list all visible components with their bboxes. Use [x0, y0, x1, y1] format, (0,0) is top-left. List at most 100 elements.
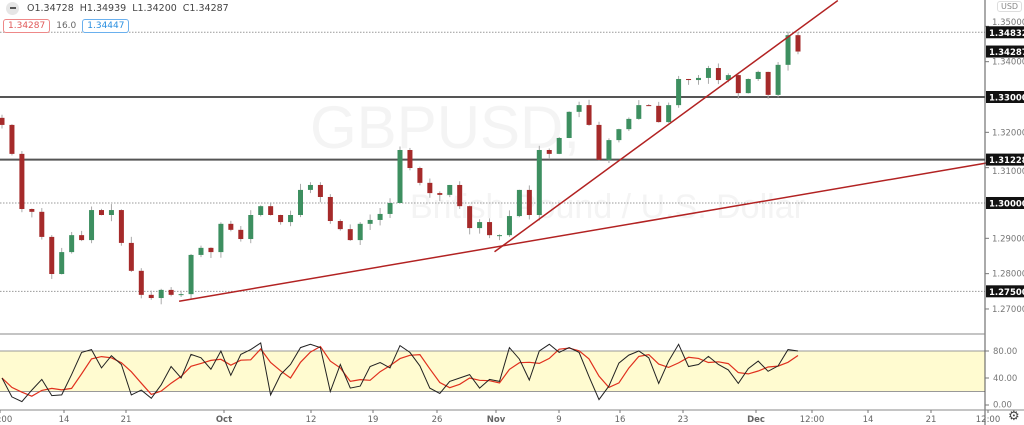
currency-button[interactable]: USD — [997, 1, 1023, 12]
level-label: 1.34287 — [989, 48, 1024, 58]
candle-body — [307, 184, 313, 190]
time-axis[interactable]: 00:00 14 21 Oct 12 19 26 Nov 9 16 23 Dec 12:00 14 21 12… — [0, 410, 1000, 425]
candle-body — [168, 289, 174, 295]
candle-body — [536, 149, 542, 216]
stoch-k-line — [1, 342, 799, 403]
y-tick-label: 1.35000 — [992, 18, 1024, 28]
candle-body — [228, 223, 234, 230]
ohlc-header: O1.34728 H1.34939 L1.34200 C1.34287 — [6, 0, 235, 16]
candle-body — [725, 75, 731, 81]
candle-body — [566, 111, 572, 138]
level-label: 1.30000 — [989, 199, 1024, 209]
level-label-box — [986, 91, 1024, 103]
candle-body — [138, 270, 144, 295]
candle-body — [745, 78, 751, 94]
candle-body — [29, 208, 35, 212]
candle-body — [238, 229, 244, 240]
y-tick-label: 1.32000 — [992, 128, 1024, 138]
candle-body — [646, 105, 652, 107]
candle-body — [298, 189, 303, 216]
candle-body — [39, 211, 45, 237]
candle-body — [626, 118, 632, 130]
candle-body — [278, 215, 284, 223]
horizontal-levels — [0, 31, 985, 292]
y-tick-label: 1.27000 — [992, 305, 1024, 315]
candle-body — [576, 105, 582, 112]
candle-body — [89, 210, 95, 241]
candle-body — [357, 223, 363, 241]
candle-body — [755, 71, 761, 79]
candle-body — [9, 124, 15, 154]
candle-body — [288, 215, 294, 223]
stoch-band — [0, 351, 985, 392]
candle-body — [208, 247, 214, 253]
candle-body — [795, 35, 801, 52]
candle-body — [636, 105, 642, 119]
x-tick-label: 00:00 — [0, 415, 12, 425]
x-tick-label: 21 — [926, 415, 937, 425]
x-tick-label: 12 — [306, 415, 317, 425]
x-tick-label: 12:00 — [800, 415, 825, 425]
candle-body — [417, 168, 423, 183]
x-tick-label: 14 — [863, 415, 874, 425]
candle-body — [59, 252, 65, 275]
candle-body — [467, 206, 473, 229]
gear-icon[interactable]: ⚙ — [1008, 409, 1020, 424]
candle-body — [676, 78, 682, 106]
candle-body — [437, 193, 443, 195]
candle-body — [317, 184, 323, 197]
candle-body — [447, 184, 453, 195]
level-label-box — [986, 285, 1024, 298]
candle-body — [69, 235, 75, 253]
candle-body — [367, 219, 373, 224]
level-label: 1.31228 — [989, 156, 1024, 166]
candle-body — [696, 77, 701, 81]
candle-body — [128, 242, 134, 271]
candle-body — [148, 294, 154, 299]
candle-body — [427, 182, 433, 194]
level-label: 1.33000 — [989, 94, 1024, 104]
candle-body — [407, 149, 413, 169]
x-tick-label: 9 — [556, 415, 561, 425]
candle-body — [487, 222, 493, 236]
candle-body — [556, 137, 562, 154]
candle-body — [705, 68, 711, 78]
x-tick-label: 26 — [432, 415, 443, 425]
candle-body — [765, 71, 771, 95]
y-tick-label: 1.28000 — [992, 270, 1024, 280]
close-value: C1.34287 — [182, 2, 229, 14]
candle-body — [546, 149, 552, 154]
watermark-description: British Pound / U.S. Dollar — [410, 188, 805, 226]
candle-body — [775, 64, 781, 95]
candle-body — [735, 75, 741, 94]
level-label-box — [986, 26, 1024, 39]
x-tick-label: 23 — [678, 415, 689, 425]
candle-body — [218, 223, 224, 253]
buy-button[interactable]: 1.34447 — [82, 19, 130, 33]
candle-body — [198, 247, 204, 255]
level-label: 1.34832 — [989, 29, 1024, 39]
candle-body — [118, 210, 124, 243]
minus-icon[interactable] — [6, 1, 19, 15]
trendline — [494, 0, 839, 253]
candle-body — [79, 235, 85, 241]
stochastic-pane — [0, 342, 985, 403]
candle-body — [516, 189, 522, 217]
level-label: 1.27500 — [989, 288, 1024, 298]
x-tick-label: Oct — [216, 415, 232, 425]
stoch-tick-label: 80.00 — [993, 347, 1017, 357]
level-label-box — [986, 45, 1024, 58]
candle-body — [387, 202, 393, 214]
x-tick-label: Dec — [747, 415, 765, 425]
high-value: H1.34939 — [79, 2, 127, 14]
candle-body — [785, 35, 791, 65]
candle-body — [656, 105, 662, 123]
sell-button[interactable]: 1.34287 — [3, 19, 51, 33]
level-label-box — [986, 153, 1024, 166]
trendlines[interactable] — [178, 0, 1008, 302]
candle-body — [108, 210, 114, 216]
candle-body — [506, 216, 512, 236]
x-tick-label: 14 — [59, 415, 70, 425]
